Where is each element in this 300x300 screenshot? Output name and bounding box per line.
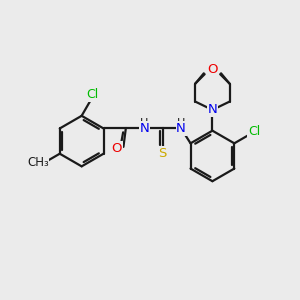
Text: H: H	[177, 118, 185, 128]
Text: O: O	[207, 63, 218, 76]
Text: N: N	[176, 122, 186, 135]
Text: CH₃: CH₃	[27, 156, 49, 169]
Text: Cl: Cl	[87, 88, 99, 101]
Text: Cl: Cl	[248, 125, 260, 138]
Text: N: N	[140, 122, 149, 135]
Text: H: H	[140, 118, 148, 128]
Text: N: N	[208, 103, 217, 116]
Text: O: O	[112, 142, 122, 155]
Text: S: S	[158, 147, 166, 160]
